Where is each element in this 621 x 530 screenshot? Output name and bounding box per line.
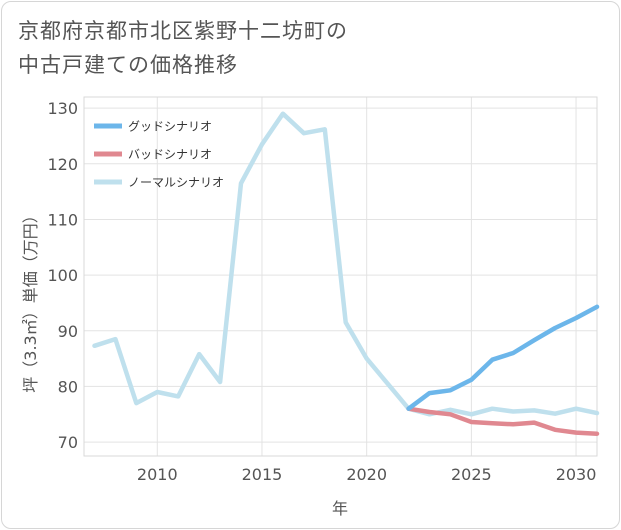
y-tick-label: 100	[47, 266, 78, 285]
normal-scenario-legend-label[interactable]: ノーマルシナリオ	[128, 176, 224, 190]
y-tick-label: 130	[47, 99, 78, 118]
title-line-1: 京都府京都市北区紫野十二坊町の	[18, 19, 348, 43]
plot-area-frame	[83, 96, 598, 457]
y-tick-label: 70	[58, 433, 78, 452]
x-tick-label: 2020	[346, 465, 387, 484]
title-line-2: 中古戸建ての価格推移	[18, 53, 238, 77]
bad-scenario-legend-label[interactable]: バッドシナリオ	[128, 148, 212, 162]
y-axis-ticks: 70 80 90 100 110 120 130	[47, 99, 78, 452]
y-tick-label: 110	[47, 210, 78, 229]
x-axis-ticks: 2010 2015 2020 2025 2030	[137, 465, 596, 484]
x-tick-label: 2015	[242, 465, 283, 484]
y-axis-label: 坪（3.3㎡）単価（万円）	[21, 207, 40, 392]
x-tick-label: 2025	[451, 465, 492, 484]
good-scenario-line	[406, 304, 600, 411]
x-tick-label: 2010	[137, 465, 178, 484]
good-scenario-legend-label[interactable]: グッドシナリオ	[128, 120, 212, 134]
y-tick-label: 90	[58, 322, 78, 341]
chart-title: 京都府京都市北区紫野十二坊町の 中古戸建ての価格推移	[18, 14, 608, 82]
x-axis-label: 年	[332, 499, 348, 518]
y-tick-label: 120	[47, 155, 78, 174]
bad-scenario-line	[406, 406, 600, 436]
x-tick-label: 2030	[556, 465, 597, 484]
series-lines	[92, 111, 600, 436]
normal-scenario-line	[92, 111, 600, 417]
y-tick-label: 80	[58, 377, 78, 396]
